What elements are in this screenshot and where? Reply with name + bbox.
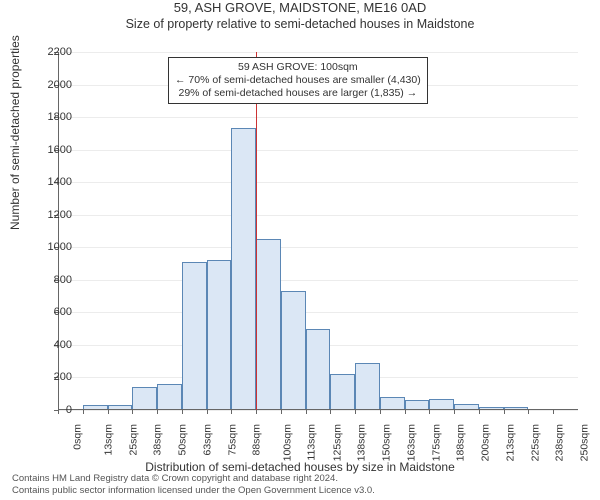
x-tick-mark [132,410,133,414]
y-tick-label: 1200 [32,209,72,221]
x-tick-label: 213sqm [504,424,516,461]
y-tick-label: 1400 [32,176,72,188]
x-axis-label: Distribution of semi-detached houses by … [0,460,600,474]
x-tick-label: 100sqm [281,424,293,461]
x-tick-label: 238sqm [554,424,566,461]
gridline [58,410,578,411]
gridline [58,312,578,313]
x-tick-mark [157,410,158,414]
y-tick-label: 0 [32,404,72,416]
y-tick-label: 200 [32,371,72,383]
y-tick-label: 1000 [32,241,72,253]
x-tick-mark [108,410,109,414]
x-tick-label: 63sqm [201,424,213,456]
x-tick-label: 200sqm [480,424,492,461]
x-tick-label: 75sqm [226,424,238,456]
y-tick-label: 2200 [32,46,72,58]
y-tick-label: 600 [32,306,72,318]
y-tick-label: 2000 [32,79,72,91]
gridline [58,117,578,118]
page-subtitle: Size of property relative to semi-detach… [0,17,600,31]
x-tick-label: 50sqm [177,424,189,456]
x-tick-mark [405,410,406,414]
x-axis-line [58,409,578,410]
annotation-line: 59 ASH GROVE: 100sqm [175,61,421,74]
y-tick-label: 1600 [32,144,72,156]
x-tick-label: 25sqm [127,424,139,456]
x-tick-mark [355,410,356,414]
x-tick-label: 175sqm [430,424,442,461]
x-tick-label: 250sqm [579,424,591,461]
reference-line [256,52,257,410]
gridline [58,280,578,281]
x-tick-label: 125sqm [331,424,343,461]
x-tick-label: 163sqm [405,424,417,461]
x-tick-mark [380,410,381,414]
x-tick-label: 113sqm [305,424,317,461]
histogram-bar [207,260,232,410]
gridline [58,52,578,53]
x-tick-mark [429,410,430,414]
y-tick-label: 400 [32,339,72,351]
histogram-bar [281,291,306,410]
x-tick-label: 188sqm [455,424,467,461]
footer-line2: Contains public sector information licen… [12,485,375,496]
x-tick-mark [306,410,307,414]
y-axis-line [58,52,59,410]
y-tick-label: 800 [32,274,72,286]
x-tick-mark [256,410,257,414]
x-tick-mark [281,410,282,414]
x-tick-label: 88sqm [251,424,263,456]
x-tick-label: 0sqm [72,424,84,450]
x-tick-label: 13sqm [102,424,114,456]
x-tick-label: 150sqm [381,424,393,461]
histogram-bar [157,384,182,410]
gridline [58,182,578,183]
x-tick-label: 38sqm [152,424,164,456]
histogram-bar [132,387,157,410]
gridline [58,150,578,151]
y-tick-label: 1800 [32,111,72,123]
annotation-line: 29% of semi-detached houses are larger (… [175,87,421,100]
histogram-bar [306,329,331,410]
annotation-line: ← 70% of semi-detached houses are smalle… [175,74,421,87]
x-tick-label: 225sqm [529,424,541,461]
x-tick-mark [454,410,455,414]
annotation-box: 59 ASH GROVE: 100sqm← 70% of semi-detach… [168,57,428,104]
histogram-bar [182,262,207,410]
y-axis-label: Number of semi-detached properties [8,35,22,230]
x-tick-mark [528,410,529,414]
footer-line1: Contains HM Land Registry data © Crown c… [12,473,375,484]
x-tick-mark [479,410,480,414]
x-tick-mark [83,410,84,414]
histogram-chart: 59 ASH GROVE: 100sqm← 70% of semi-detach… [58,52,578,410]
x-tick-label: 138sqm [356,424,368,461]
histogram-bar [330,374,355,410]
gridline [58,247,578,248]
footer-attribution: Contains HM Land Registry data © Crown c… [12,473,375,496]
histogram-bar [355,363,380,410]
x-tick-mark [207,410,208,414]
x-tick-mark [504,410,505,414]
x-tick-mark [330,410,331,414]
page-title: 59, ASH GROVE, MAIDSTONE, ME16 0AD [0,0,600,15]
histogram-bar [231,128,256,410]
gridline [58,215,578,216]
plot-region: 59 ASH GROVE: 100sqm← 70% of semi-detach… [58,52,578,410]
x-tick-mark [231,410,232,414]
histogram-bar [256,239,281,410]
x-tick-mark [553,410,554,414]
x-tick-mark [182,410,183,414]
